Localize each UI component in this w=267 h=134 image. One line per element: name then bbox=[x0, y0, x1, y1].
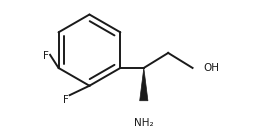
Text: NH₂: NH₂ bbox=[134, 118, 154, 128]
Polygon shape bbox=[140, 68, 148, 101]
Text: F: F bbox=[63, 95, 69, 105]
Text: OH: OH bbox=[204, 63, 220, 73]
Text: F: F bbox=[42, 51, 48, 61]
